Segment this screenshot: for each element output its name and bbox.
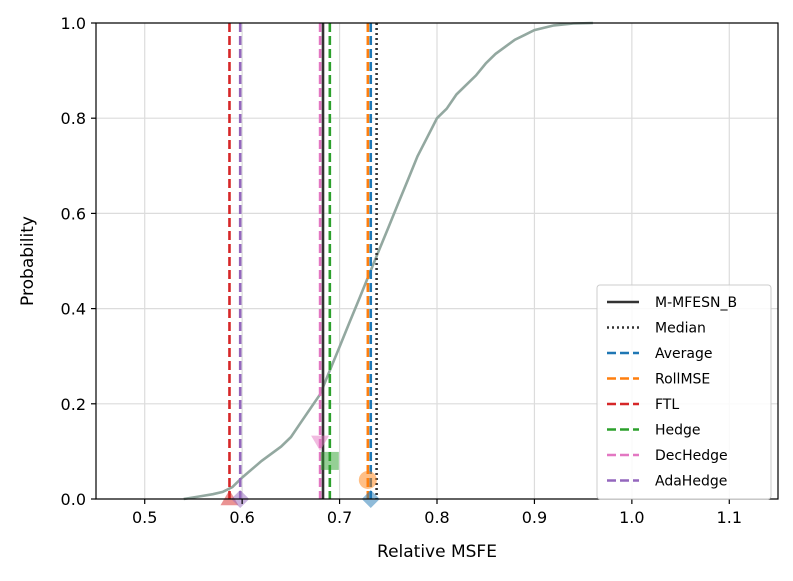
- y-tick-label: 0.6: [61, 204, 86, 223]
- legend-label: Average: [655, 346, 713, 362]
- x-tick-label: 1.1: [717, 508, 742, 527]
- x-ticks: 0.5 0.6 0.7 0.8 0.9 1.0 1.1: [132, 499, 742, 527]
- marker-dechedge: [311, 435, 330, 451]
- legend-label: Median: [655, 321, 706, 337]
- y-tick-label: 0.8: [61, 109, 86, 128]
- y-tick-label: 0.2: [61, 395, 86, 414]
- vertical-lines: [228, 23, 378, 499]
- x-tick-label: 0.5: [132, 508, 157, 527]
- x-tick-label: 0.9: [522, 508, 547, 527]
- legend-label: M-MFESN_B: [655, 295, 737, 311]
- x-tick-label: 1.0: [619, 508, 644, 527]
- legend-box: [596, 284, 772, 500]
- legend: M-MFESN_B Median Average RollMSE FTL Hedge Dec…: [596, 284, 772, 500]
- marker-rollmse: [358, 470, 377, 489]
- x-tick-label: 0.6: [229, 508, 254, 527]
- marker-hedge: [320, 451, 339, 470]
- x-axis-label: Relative MSFE: [377, 542, 497, 562]
- legend-label: Hedge: [655, 423, 701, 439]
- y-ticks: 0.0 0.2 0.4 0.6 0.8 1.0: [61, 14, 96, 509]
- x-tick-label: 0.8: [424, 508, 449, 527]
- y-axis-label: Probability: [18, 216, 38, 306]
- legend-label: RollMSE: [655, 372, 710, 388]
- y-tick-label: 0.4: [61, 300, 86, 319]
- legend-label: DecHedge: [655, 448, 728, 464]
- legend-label: FTL: [655, 397, 679, 413]
- y-tick-label: 1.0: [61, 14, 86, 33]
- ecdf-curve: [183, 21, 593, 501]
- legend-label: AdaHedge: [655, 474, 727, 490]
- x-tick-label: 0.7: [327, 508, 352, 527]
- y-tick-label: 0.0: [61, 490, 86, 509]
- ecdf-layer: [183, 21, 593, 501]
- markers: [220, 435, 380, 508]
